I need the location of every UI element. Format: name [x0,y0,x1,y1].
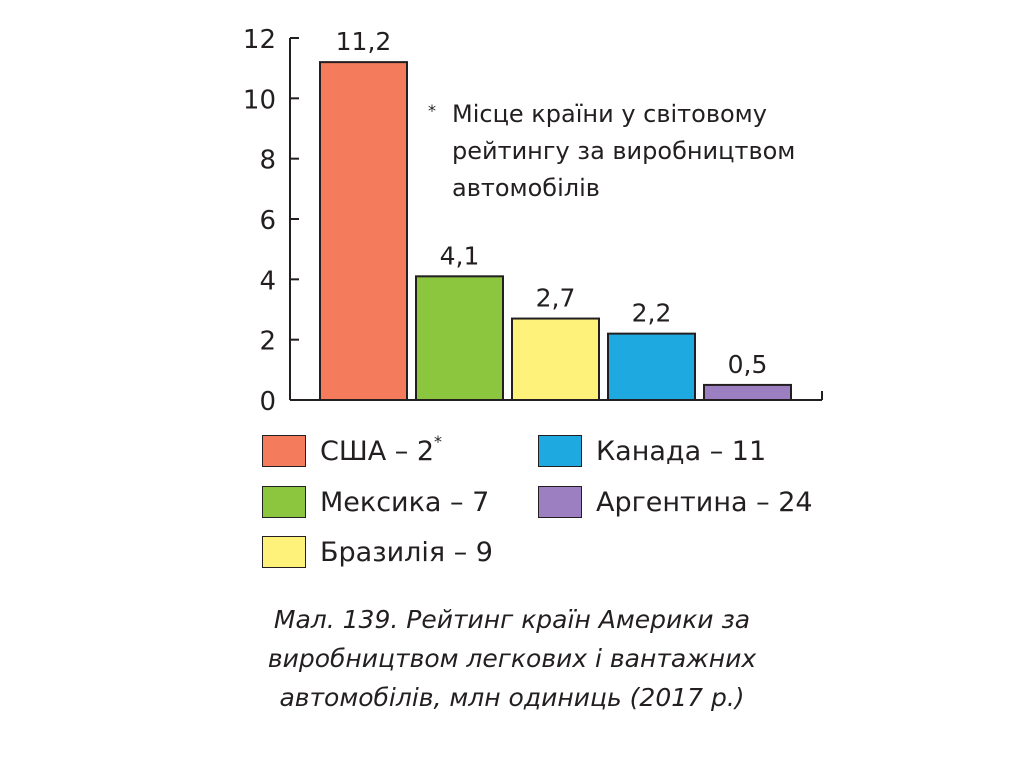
y-tick-label-12: 12 [243,25,276,55]
legend-item-canada: Канада – 11 [538,433,766,469]
caption-line-3: автомобілів, млн одиниць (2017 р.) [279,683,745,712]
y-tick-label-8: 8 [259,146,276,176]
footnote-star: * [428,101,436,120]
legend-label-brazil: Бразилія – 9 [320,536,493,568]
y-tick-label-2: 2 [259,327,276,357]
legend-swatch-mexico [262,486,306,518]
caption-line-1: Мал. 139. Рейтинг країн Америки за [273,605,751,634]
y-tick-label-4: 4 [259,266,276,296]
bar-3 [607,332,696,401]
figure-caption: Мал. 139. Рейтинг країн Америки за вироб… [0,600,1024,717]
legend-label-usa: США – 2 [320,435,435,467]
bar-2 [511,317,600,401]
legend-label-argentina: Аргентина – 24 [596,486,813,518]
bar-value-label-4: 0,5 [728,350,768,379]
legend-item-argentina: Аргентина – 24 [538,484,813,520]
legend-item-brazil: Бразилія – 9 [262,534,493,570]
bar-0 [319,61,408,402]
legend-item-mexico: Мексика – 7 [262,484,489,520]
caption-line-2: виробництвом легкових і вантажних [267,644,757,673]
bar-4 [703,383,792,401]
footnote-text: Місце країни у світовому рейтингу за вир… [452,100,796,202]
bar-value-label-2: 2,7 [536,284,576,313]
y-tick-label-0: 0 [259,387,276,417]
bar-value-label-1: 4,1 [440,241,480,270]
y-tick-label-6: 6 [259,206,276,236]
legend-label-mexico: Мексика – 7 [320,486,490,518]
legend-swatch-argentina [538,486,582,518]
y-tick-label-10: 10 [243,85,276,115]
bar-1 [415,275,504,402]
legend-swatch-usa [262,435,306,467]
legend-label-canada: Канада – 11 [596,435,767,467]
legend-swatch-brazil [262,536,306,568]
footnote: * Місце країни у світовому рейтингу за в… [428,96,808,207]
legend-item-usa: США – 2* [262,431,443,469]
legend-swatch-canada [538,435,582,467]
bar-value-label-0: 11,2 [336,27,392,56]
legend-sup-usa: * [434,431,443,451]
bar-value-label-3: 2,2 [632,299,672,328]
